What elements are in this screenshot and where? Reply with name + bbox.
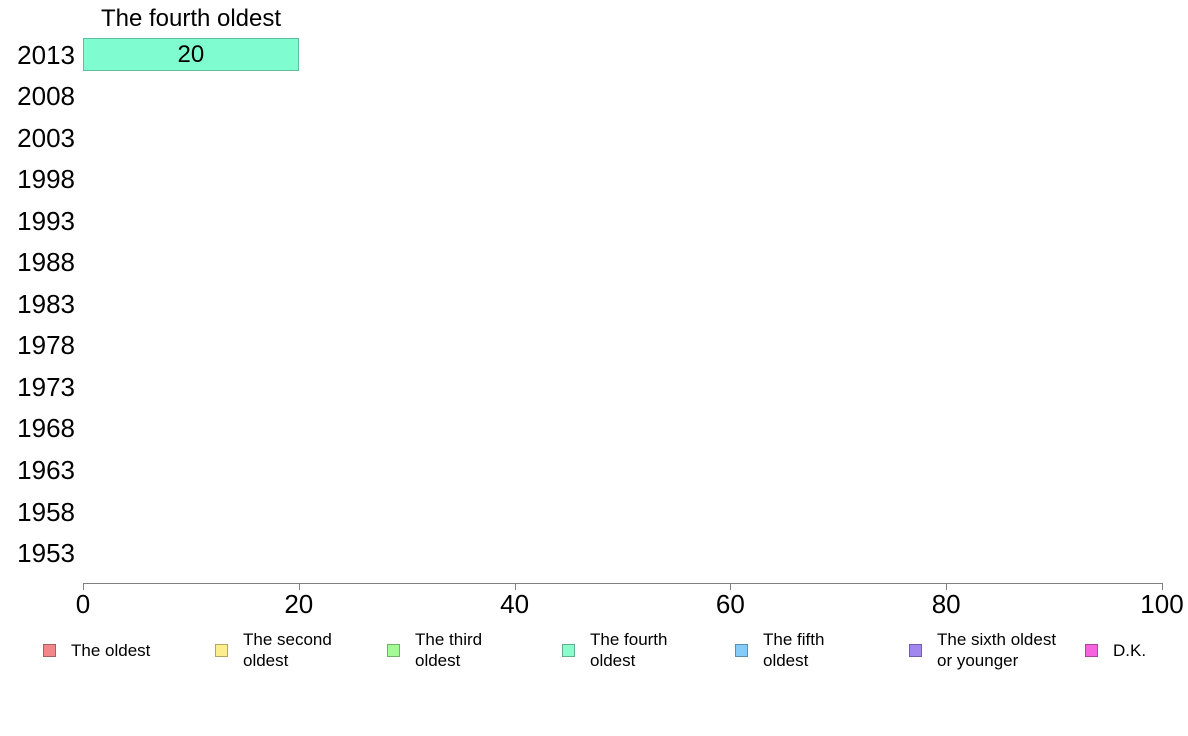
- x-axis-tick: [298, 583, 300, 590]
- y-axis-label: 1998: [17, 164, 75, 195]
- legend-label: The sixth oldest or younger: [937, 630, 1057, 670]
- legend-item: D.K.: [1085, 628, 1146, 672]
- x-axis-tick: [946, 583, 948, 590]
- x-axis-tick-label: 60: [715, 589, 745, 619]
- legend-swatch-icon: [43, 643, 56, 657]
- x-axis-tick-label: 40: [500, 589, 530, 619]
- legend-label: The second oldest: [243, 630, 332, 670]
- legend-swatch-icon: [215, 643, 228, 657]
- legend-swatch-icon: [562, 643, 575, 657]
- x-axis-tick: [1162, 583, 1163, 590]
- chart-row: 1988: [0, 242, 1188, 284]
- chart-row: 2003: [0, 117, 1188, 159]
- chart-row: 1973: [0, 366, 1188, 408]
- chart-row: 2013 20: [0, 34, 1188, 76]
- legend-swatch-icon: [909, 643, 922, 657]
- legend-item: The sixth oldest or younger: [909, 628, 1056, 672]
- legend-swatch-icon: [1085, 643, 1098, 657]
- x-axis-tick-label: 20: [284, 589, 314, 619]
- chart-row: 1968: [0, 408, 1188, 450]
- chart-row: 2008: [0, 76, 1188, 118]
- y-axis-label: 2013: [17, 39, 75, 70]
- bar-2013: 20: [83, 38, 299, 71]
- legend-label: The fifth oldest: [763, 630, 825, 670]
- y-axis-label: 1988: [17, 247, 75, 278]
- legend-label: The oldest: [71, 640, 151, 660]
- legend-item: The oldest: [43, 628, 150, 672]
- x-axis-line: [83, 583, 1163, 584]
- legend-label: The third oldest: [415, 630, 483, 670]
- y-axis-label: 1983: [17, 288, 75, 319]
- chart-row: 1993: [0, 200, 1188, 242]
- legend-label: D.K.: [1113, 640, 1147, 660]
- legend-label: The fourth oldest: [590, 630, 668, 670]
- chart-row: 1958: [0, 491, 1188, 533]
- y-axis-label: 1968: [17, 413, 75, 444]
- x-axis-tick: [730, 583, 732, 590]
- legend-item: The fourth oldest: [562, 628, 668, 672]
- chart-row: 1963: [0, 450, 1188, 492]
- chart-row: 1983: [0, 283, 1188, 325]
- x-axis-tick-label: 80: [931, 589, 961, 619]
- legend-swatch-icon: [387, 643, 400, 657]
- x-axis-tick-label: 100: [1140, 589, 1184, 619]
- legend-item: The third oldest: [387, 628, 482, 672]
- x-axis-tick-label: 0: [75, 589, 91, 619]
- chart-row: 1953: [0, 533, 1188, 575]
- y-axis-label: 1978: [17, 330, 75, 361]
- x-axis-tick: [514, 583, 516, 590]
- y-axis-label: 1963: [17, 455, 75, 485]
- legend-item: The second oldest: [215, 628, 332, 672]
- chart-row: 1998: [0, 159, 1188, 201]
- chart-title: The fourth oldest: [100, 5, 282, 32]
- y-axis-label: 2003: [17, 122, 75, 153]
- y-axis-label: 1958: [17, 496, 75, 527]
- y-axis-label: 2008: [17, 81, 75, 112]
- y-axis-label: 1973: [17, 371, 75, 402]
- x-axis-tick: [83, 583, 84, 590]
- y-axis-label: 1993: [17, 205, 75, 236]
- y-axis-label: 1953: [17, 538, 75, 569]
- legend-item: The fifth oldest: [735, 628, 824, 672]
- legend-swatch-icon: [735, 643, 748, 657]
- chart-row: 1978: [0, 325, 1188, 367]
